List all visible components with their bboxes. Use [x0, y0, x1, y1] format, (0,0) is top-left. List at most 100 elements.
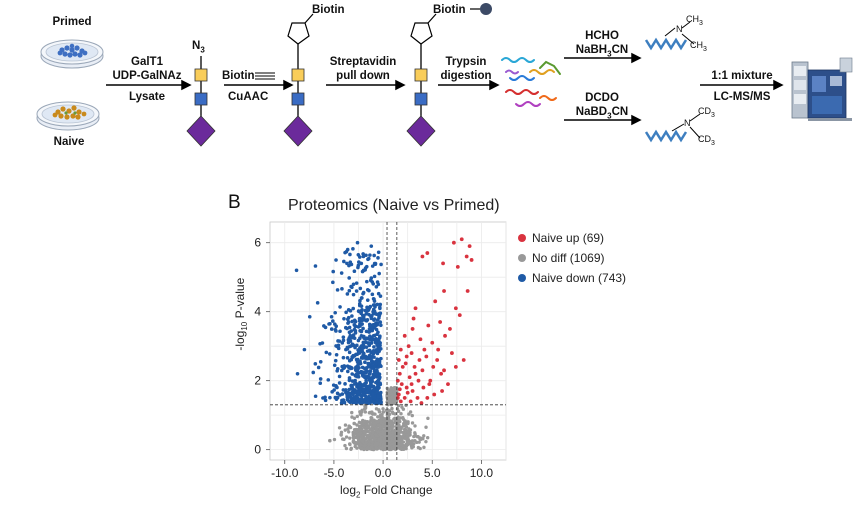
nodiff-point [343, 428, 347, 432]
azide-label: N3 [192, 40, 205, 54]
naive-down-point [375, 350, 379, 355]
naive-up-point [406, 344, 411, 349]
nodiff-point [393, 392, 397, 397]
nodiff-point [348, 442, 352, 447]
naive-down-point [351, 400, 355, 405]
nodiff-point [394, 425, 399, 429]
nodiff-point [344, 435, 349, 439]
naive-down-point [316, 365, 321, 370]
naive-down-point [345, 292, 350, 296]
nodiff-point [409, 441, 414, 446]
nodiff-point [399, 411, 403, 416]
naive-up-point [400, 364, 405, 369]
nodiff-point [362, 444, 367, 448]
nodiff-point [358, 431, 363, 435]
naive-down-point [366, 401, 371, 405]
nodiff-point [390, 400, 394, 405]
naive-down-point [365, 298, 370, 302]
naive-down-point [376, 394, 380, 399]
naive-down-point [359, 387, 363, 392]
naive-down-point [356, 338, 361, 343]
naive-down-point [371, 392, 375, 397]
naive-down-point [347, 358, 352, 363]
naive-down-point [335, 366, 340, 371]
naive-down-point [335, 344, 340, 349]
naive-up-point [408, 399, 413, 404]
naive-down-point [364, 369, 368, 374]
naive-down-point [365, 279, 369, 284]
naive-down-point [338, 329, 342, 334]
naive-up-point [467, 244, 472, 249]
naive-down-point [369, 316, 374, 321]
ylabel-a: -log [232, 330, 247, 351]
nodiff-point [382, 438, 386, 443]
naive-down-point [356, 374, 361, 379]
heavy-r2-b: CN [611, 106, 629, 118]
naive-label: Naive [53, 136, 85, 148]
biotin-label-2: Biotin [433, 4, 466, 16]
naive-down-point [366, 397, 371, 402]
naive-up-point [410, 327, 415, 331]
naive-down-point [372, 274, 377, 279]
nodiff-point [350, 410, 354, 415]
nodiff-point [344, 446, 349, 451]
primed-label: Primed [52, 16, 92, 28]
peptides-icon [501, 57, 561, 107]
naive-down-point [372, 303, 377, 307]
nodiff-point [365, 447, 369, 451]
alkyne-icon [255, 72, 275, 80]
nodiff-point [381, 407, 385, 411]
naive-down-point [368, 334, 372, 338]
naive-down-point [334, 258, 338, 262]
naive-down-point [357, 348, 361, 352]
nodiff-point [379, 435, 384, 439]
nodiff-point [418, 436, 422, 440]
nodiff-point [388, 398, 392, 402]
naive-down-point [368, 253, 372, 257]
nodiff-point [341, 437, 345, 441]
naive-down-point [346, 340, 351, 345]
data-points [294, 237, 474, 452]
light-ch-sub: 3 [699, 19, 703, 27]
naive-down-point [354, 289, 359, 293]
nodiff-point [355, 433, 360, 437]
nodiff-point [403, 436, 407, 440]
naive-down-point [358, 298, 362, 303]
naive-down-point [341, 365, 346, 370]
naive-up-point [415, 396, 420, 400]
mix-line1: 1:1 mixture [711, 70, 773, 82]
naive-down-point [334, 397, 339, 401]
nodiff-point [376, 415, 380, 419]
legend-item-down: Naive down (743) [518, 268, 626, 288]
naive-up-point [438, 320, 443, 324]
naive-down-point [347, 365, 351, 370]
naive-down-point [322, 324, 326, 328]
nodiff-point [376, 419, 380, 424]
naive-up-point [461, 358, 466, 362]
naive-up-point [417, 358, 422, 362]
naive-up-point [412, 364, 417, 369]
nodiff-point [354, 427, 359, 432]
nodiff-point [392, 385, 397, 390]
y-tick-label: 2 [254, 374, 261, 388]
naive-up-point [425, 396, 430, 400]
nodiff-point [371, 430, 375, 435]
naive-down-point [367, 361, 372, 366]
naive-down-point [369, 396, 373, 401]
naive-up-point [407, 375, 412, 380]
naive-down-point [345, 347, 350, 351]
nodiff-point [401, 416, 405, 420]
naive-down-point [371, 350, 376, 354]
naive-down-point [348, 252, 352, 257]
naive-down-point [367, 307, 371, 311]
glycan-azide [186, 56, 216, 147]
light-dimethyl-icon [644, 21, 695, 51]
naive-down-point [355, 240, 360, 245]
nodiff-point [395, 407, 400, 411]
naive-down-point [369, 276, 374, 280]
naive-up-point [397, 387, 402, 392]
naive-down-point [376, 250, 381, 255]
nodiff-point [405, 439, 409, 443]
naive-down-point [374, 284, 379, 289]
light-methyl-top: CH3 [686, 14, 703, 27]
